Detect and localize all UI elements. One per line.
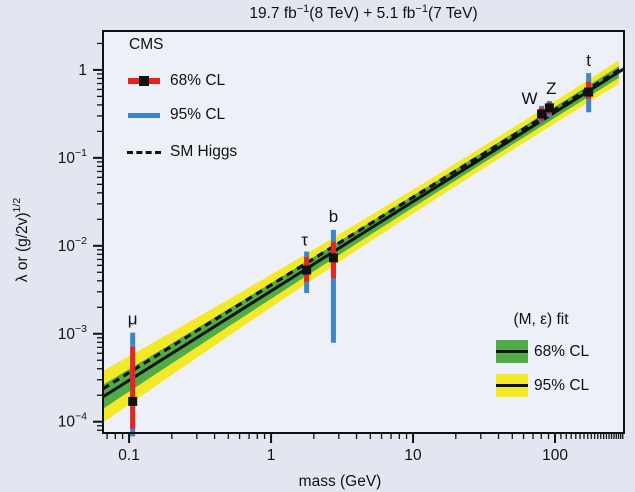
plot-frame: [102, 30, 625, 434]
particle-label-μ: μ: [128, 310, 138, 329]
x-tick-label: 100: [542, 447, 568, 464]
legend-item-68cl: 68% CL: [127, 72, 225, 90]
y-tick-label: 10−4: [58, 411, 87, 431]
y-axis-title: λ or (g/2v)1/2: [11, 198, 31, 283]
y-tick-label: 10−3: [58, 323, 87, 343]
particle-label-Z: Z: [546, 79, 556, 98]
marker-t: [584, 87, 594, 97]
fit68-green-swatch: [496, 340, 528, 363]
legend-label-sm-higgs: SM Higgs: [170, 143, 238, 160]
sm-higgs-line: [103, 65, 624, 391]
fit-legend-label-68cl: 68% CL: [534, 342, 590, 360]
fit-legend-item-95cl: 95% CL: [496, 374, 589, 397]
cl68-red-swatch: [128, 76, 160, 86]
y-tick-label: 10−1: [58, 147, 87, 167]
x-tick-label: 10: [404, 447, 422, 464]
legend-item-sm-higgs: SM Higgs: [127, 143, 237, 161]
particle-label-W: W: [522, 89, 538, 108]
fit-legend-title: (M, ε) fit: [513, 311, 569, 328]
fit-legend-item-68cl: 68% CL: [496, 340, 589, 363]
x-tick-label: 1: [267, 447, 276, 464]
data-point-marker-icon: [139, 76, 149, 86]
particle-label-τ: τ: [301, 231, 308, 250]
cms-legend-title: CMS: [129, 36, 164, 53]
fit-line: [103, 67, 624, 399]
marker-b: [328, 253, 338, 263]
y-tick-label: 10−2: [58, 235, 87, 255]
marker-μ: [128, 396, 138, 406]
cl95-blue-swatch: [128, 112, 160, 118]
legend-item-95cl: 95% CL: [127, 106, 225, 124]
sm-higgs-dash-swatch: [127, 150, 161, 154]
particle-label-b: b: [329, 207, 338, 226]
chart-title: 19.7 fb−1(8 TeV) + 5.1 fb−1(7 TeV): [249, 3, 478, 23]
y-tick-label: 1: [78, 62, 87, 79]
errorbar-95cl-b: [330, 229, 336, 343]
band-layer: [103, 60, 624, 423]
legend-label-95cl: 95% CL: [170, 106, 226, 123]
x-axis-title: mass (GeV): [299, 473, 382, 490]
marker-W: [537, 109, 547, 119]
errorbar-68cl-μ: [130, 346, 136, 429]
particle-label-t: t: [586, 51, 591, 70]
fit-legend-label-95cl: 95% CL: [534, 376, 590, 394]
marker-Z: [544, 103, 554, 113]
marker-τ: [302, 265, 312, 275]
legend-label-68cl: 68% CL: [170, 72, 226, 89]
fit95-yellow-swatch: [496, 374, 528, 397]
x-tick-label: 0.1: [118, 447, 140, 464]
